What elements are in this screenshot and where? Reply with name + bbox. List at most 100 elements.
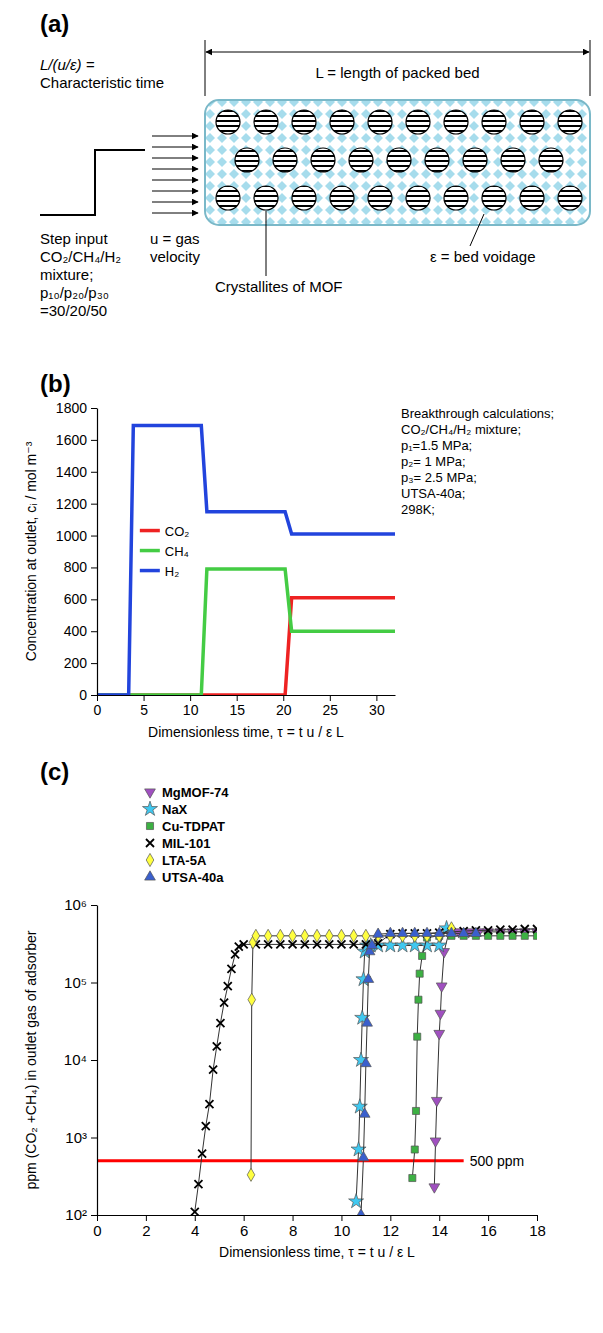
tick-mark — [91, 440, 97, 441]
caption: L/(u/ε) = — [40, 56, 95, 73]
legend-label: H₂ — [165, 564, 179, 579]
tick-label: 1800 — [56, 400, 87, 416]
tick: 10⁴ — [64, 1051, 97, 1068]
legend-marker — [145, 871, 156, 880]
tick-label: 10 — [334, 1222, 351, 1239]
crystallite — [216, 186, 240, 210]
tick-label: 4 — [191, 1222, 199, 1239]
tick: 1800 — [56, 400, 97, 416]
tick: 12 — [382, 1215, 399, 1239]
tick-label: 1400 — [56, 464, 87, 480]
crystallite — [501, 148, 525, 172]
legend-label: MIL-101 — [162, 836, 210, 851]
y-axis: 10²10³10⁴10⁵10⁶ — [64, 896, 98, 1223]
crystallite — [330, 110, 354, 134]
marker — [367, 939, 378, 948]
chart: (b)0510152025300200400600800100012001400… — [23, 370, 554, 740]
tick: 1200 — [56, 496, 97, 512]
tick-label: 2 — [142, 1222, 150, 1239]
flow-arrow — [152, 202, 198, 203]
tick-label: 18 — [529, 1222, 546, 1239]
annotation: p₃= 2.5 MPa; — [401, 470, 477, 485]
tick: 16 — [480, 1215, 497, 1239]
tick-label: 0 — [94, 702, 102, 718]
tick-label: 10⁵ — [64, 974, 87, 991]
tick-mark — [146, 1215, 147, 1221]
tick-mark — [91, 408, 97, 409]
plot-area — [97, 920, 537, 1215]
crystallite — [539, 148, 563, 172]
dimension-tick — [590, 40, 591, 96]
marker — [414, 1033, 421, 1040]
leader-line — [470, 214, 484, 246]
series-line — [97, 426, 395, 695]
series-line — [251, 928, 451, 1174]
tick-mark — [91, 695, 97, 696]
flow-arrow — [152, 158, 198, 159]
legend-swatch — [140, 529, 160, 533]
plot-area — [97, 426, 395, 695]
tick-label: 8 — [289, 1222, 297, 1239]
marker — [429, 1184, 440, 1193]
tick-label: 0 — [93, 1222, 101, 1239]
caption: CO₂/CH₄/H₂ — [40, 248, 121, 265]
legend-label: CH₄ — [165, 544, 189, 559]
tick-mark — [190, 695, 191, 701]
tick: 10 — [183, 695, 199, 718]
tick: 10³ — [65, 1129, 97, 1146]
flow-arrow — [152, 213, 198, 214]
tick-label: 200 — [64, 655, 88, 671]
flow-arrow — [152, 136, 198, 137]
marker — [484, 926, 492, 934]
crystallite — [330, 186, 354, 210]
marker — [247, 1168, 255, 1181]
legend: MgMOF-74NaXCu-TDPATMIL-101LTA-5AUTSA-40a — [142, 785, 229, 885]
tick-mark — [91, 631, 97, 632]
marker — [358, 1151, 369, 1160]
marker — [363, 973, 374, 982]
tick-label: 25 — [323, 702, 339, 718]
crystallite — [444, 186, 468, 210]
tick-mark — [91, 663, 97, 664]
caption: Crystallites of MOF — [215, 278, 343, 295]
marker — [240, 940, 248, 948]
marker — [521, 932, 528, 939]
tick: 800 — [64, 559, 97, 575]
marker — [362, 1017, 373, 1026]
tick-mark — [195, 1215, 196, 1221]
marker — [434, 927, 445, 936]
tick: 30 — [369, 695, 385, 718]
marker — [415, 996, 422, 1003]
tick-mark — [376, 695, 377, 701]
packed-bed — [205, 100, 590, 225]
tick: 1000 — [56, 528, 97, 544]
marker — [458, 927, 469, 936]
tick-label: 14 — [431, 1222, 448, 1239]
marker — [216, 1019, 224, 1027]
axis-title: Dimensionless time, τ = t u / ε L — [219, 1244, 415, 1260]
annotation: 298K; — [401, 502, 435, 517]
tick-label: 12 — [382, 1222, 399, 1239]
crystallite — [482, 110, 506, 134]
tick-label: 10⁶ — [64, 896, 87, 913]
marker — [385, 927, 396, 936]
legend: CO₂CH₄H₂ — [140, 524, 190, 579]
tick: 1400 — [56, 464, 97, 480]
marker — [397, 927, 408, 936]
tick-mark — [439, 1215, 440, 1221]
crystallite — [368, 186, 392, 210]
tick: 10 — [334, 1215, 351, 1239]
annotation: p₁=1.5 MPa; — [401, 438, 472, 453]
flow-arrow — [152, 191, 198, 192]
tick-mark — [91, 599, 97, 600]
crystallite — [482, 186, 506, 210]
marker — [435, 1010, 446, 1019]
legend-label: MgMOF-74 — [162, 785, 229, 800]
crystallite — [292, 110, 316, 134]
marker — [224, 982, 232, 990]
marker — [533, 932, 537, 939]
tick-label: 1000 — [56, 528, 87, 544]
caption: =30/20/50 — [40, 302, 107, 319]
tick-label: 16 — [480, 1222, 497, 1239]
tick-mark — [91, 504, 97, 505]
